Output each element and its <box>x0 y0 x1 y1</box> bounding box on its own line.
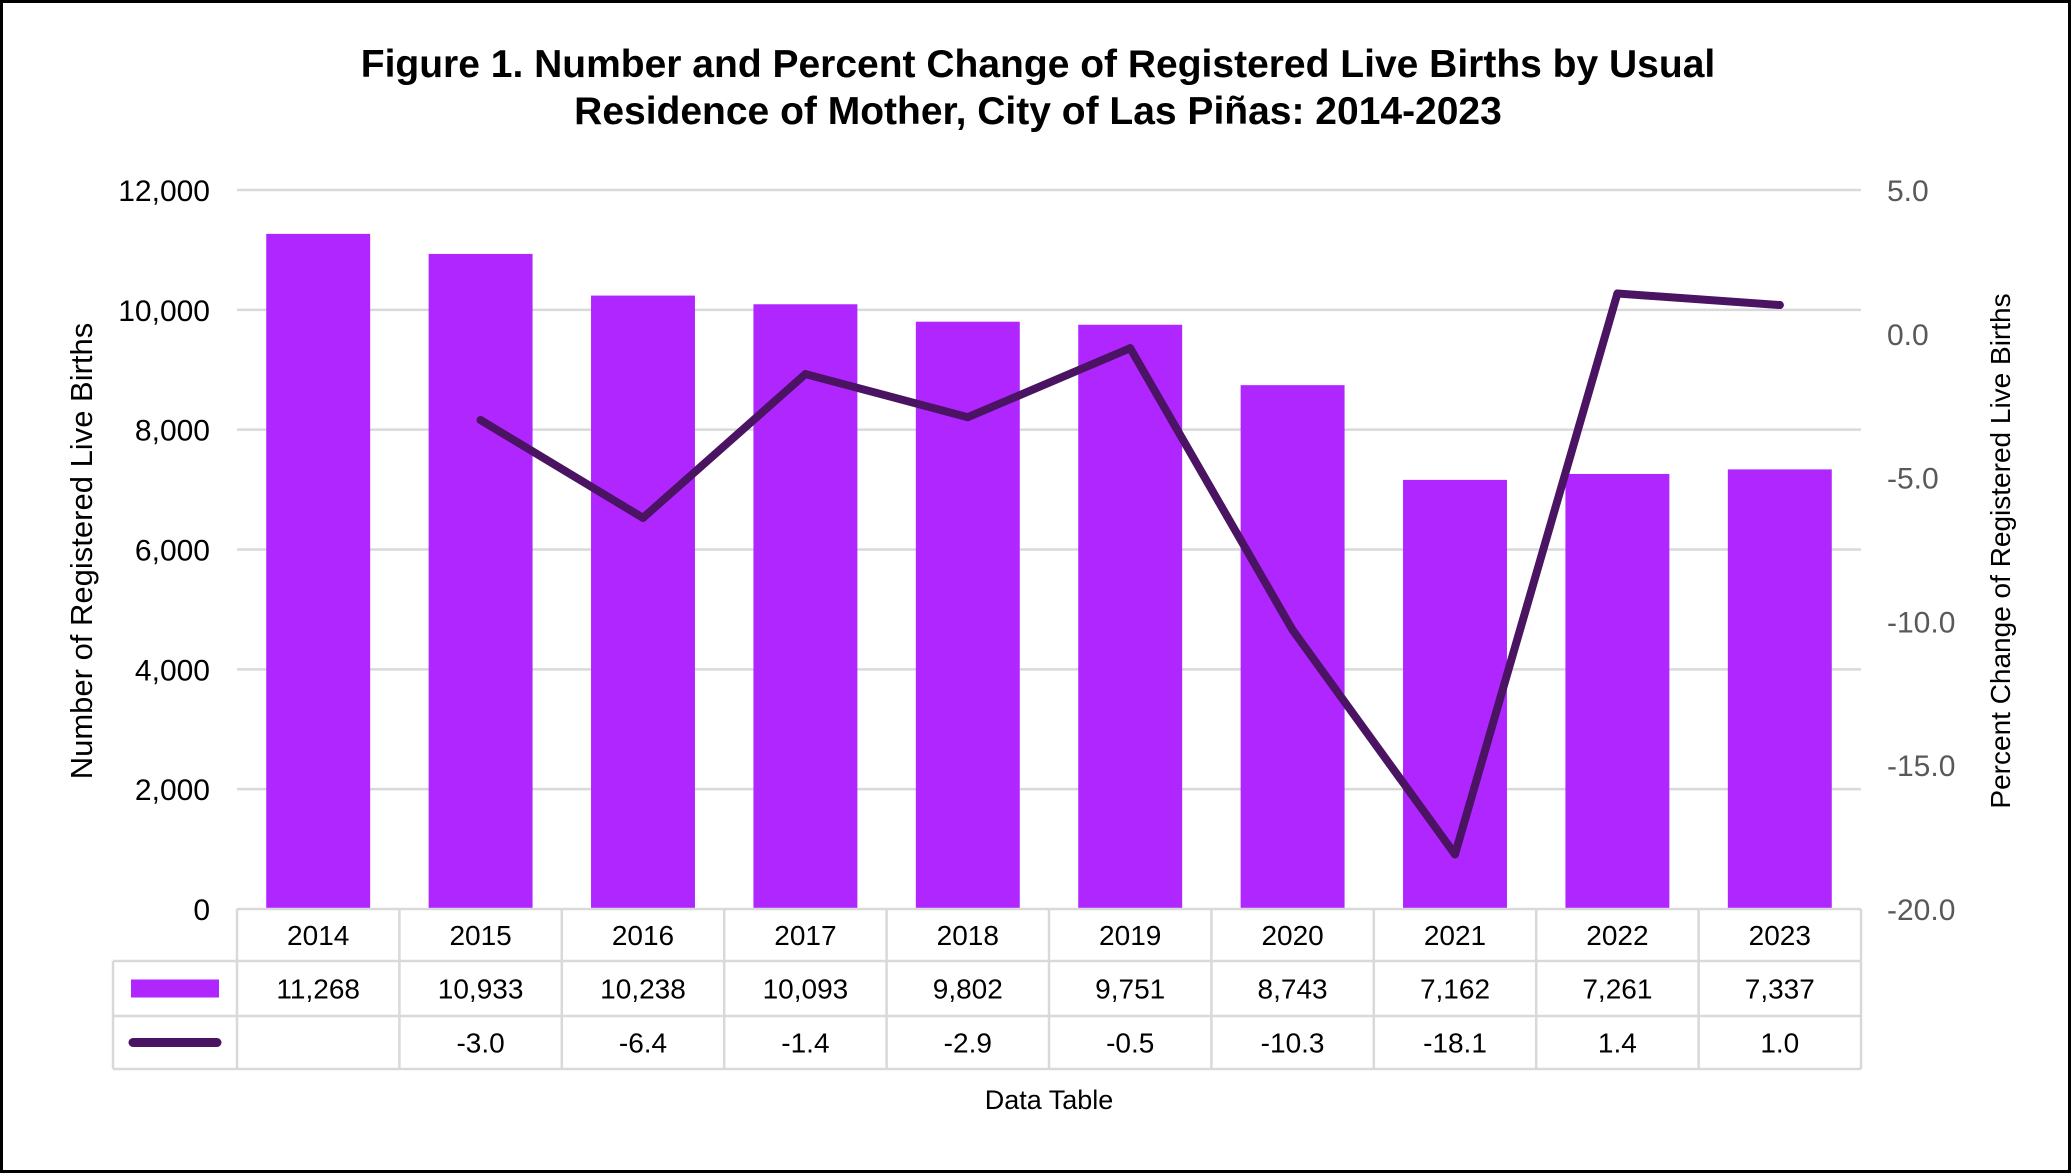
line-point <box>801 370 810 379</box>
left-axis-title: Number of Registered Live Births <box>64 323 99 780</box>
line-value-label: -6.4 <box>619 1028 667 1059</box>
category-label: 2023 <box>1749 920 1811 951</box>
category-label: 2018 <box>937 920 999 951</box>
left-tick-label: 12,000 <box>118 175 210 208</box>
left-tick-label: 4,000 <box>135 654 210 687</box>
line-point <box>639 513 647 522</box>
right-tick-label: -10.0 <box>1887 606 1955 639</box>
category-label: 2020 <box>1261 920 1323 951</box>
line-point <box>1613 289 1622 298</box>
left-tick-label: 2,000 <box>135 774 210 807</box>
right-tick-label: 5.0 <box>1887 175 1929 208</box>
line-value-label: -2.9 <box>944 1028 992 1059</box>
right-tick-label: 0.0 <box>1887 319 1929 352</box>
bar <box>1565 473 1670 909</box>
chart-title: Figure 1. Number and Percent Change of R… <box>361 43 1715 133</box>
line-point <box>1288 626 1297 635</box>
bar-series <box>266 233 1832 910</box>
combo-chart: Figure 1. Number and Percent Change of R… <box>64 43 2016 1115</box>
bar-value-label: 7,162 <box>1420 974 1490 1005</box>
data-table: 2014 11,268 2015 10,933 -3.0 2016 10,238 -6.4 20… <box>111 907 1863 1071</box>
bar-value-label: 11,268 <box>276 974 360 1005</box>
chart-title-line-2: Residence of Mother, City of Las Piñas: … <box>574 90 1502 133</box>
legend-key-bars <box>131 979 219 998</box>
bar <box>1403 479 1507 909</box>
line-value-label: -1.4 <box>781 1028 829 1059</box>
category-label: 2019 <box>1099 920 1161 951</box>
line-point <box>1126 344 1135 353</box>
bar <box>428 253 533 909</box>
line-point <box>1451 850 1459 859</box>
chart-title-line-1: Figure 1. Number and Percent Change of R… <box>361 43 1715 86</box>
line-value-label: 1.4 <box>1598 1028 1637 1059</box>
bar-value-label: 9,802 <box>933 974 1003 1005</box>
bar <box>1240 385 1345 910</box>
category-label: 2015 <box>449 920 511 951</box>
right-tick-label: -5.0 <box>1887 463 1939 496</box>
left-tick-label: 0 <box>193 894 210 927</box>
line-value-label: -3.0 <box>456 1028 504 1059</box>
data-table-caption: Data Table <box>985 1085 1114 1115</box>
category-label: 2022 <box>1586 920 1648 951</box>
bar <box>266 233 371 909</box>
category-label: 2016 <box>612 920 674 951</box>
bar-value-label: 10,093 <box>763 974 849 1005</box>
bar-value-label: 9,751 <box>1095 974 1165 1005</box>
bar <box>753 304 858 909</box>
bar <box>591 295 695 909</box>
right-tick-label: -15.0 <box>1887 750 1955 783</box>
left-axis-ticks: 0 2,000 4,000 6,000 8,000 10,000 12,000 <box>118 175 210 927</box>
category-label: 2021 <box>1424 920 1486 951</box>
category-label: 2014 <box>287 920 349 951</box>
bar-value-label: 10,238 <box>600 974 686 1005</box>
bar-value-label: 7,337 <box>1745 974 1815 1005</box>
right-tick-label: -20.0 <box>1887 894 1955 927</box>
bar <box>1078 324 1183 910</box>
category-label: 2017 <box>774 920 836 951</box>
left-tick-label: 6,000 <box>135 535 210 568</box>
line-value-label: -18.1 <box>1423 1028 1487 1059</box>
line-value-label: -0.5 <box>1106 1028 1154 1059</box>
right-axis-title: Percent Change of Registered Live Births <box>1985 293 2016 808</box>
left-tick-label: 10,000 <box>118 295 210 328</box>
line-point <box>963 413 972 422</box>
line-value-label: -10.3 <box>1261 1028 1325 1059</box>
line-point <box>1775 301 1784 310</box>
bar-value-label: 10,933 <box>438 974 524 1005</box>
line-point <box>476 416 485 425</box>
right-axis-ticks: -20.0 -15.0 -10.0 -5.0 0.0 5.0 <box>1887 175 1955 927</box>
bar-value-label: 8,743 <box>1258 974 1328 1005</box>
line-series <box>476 289 1784 859</box>
bar <box>1727 469 1832 909</box>
left-tick-label: 8,000 <box>135 415 210 448</box>
line-value-label: 1.0 <box>1760 1028 1799 1059</box>
bar-value-label: 7,261 <box>1582 974 1652 1005</box>
